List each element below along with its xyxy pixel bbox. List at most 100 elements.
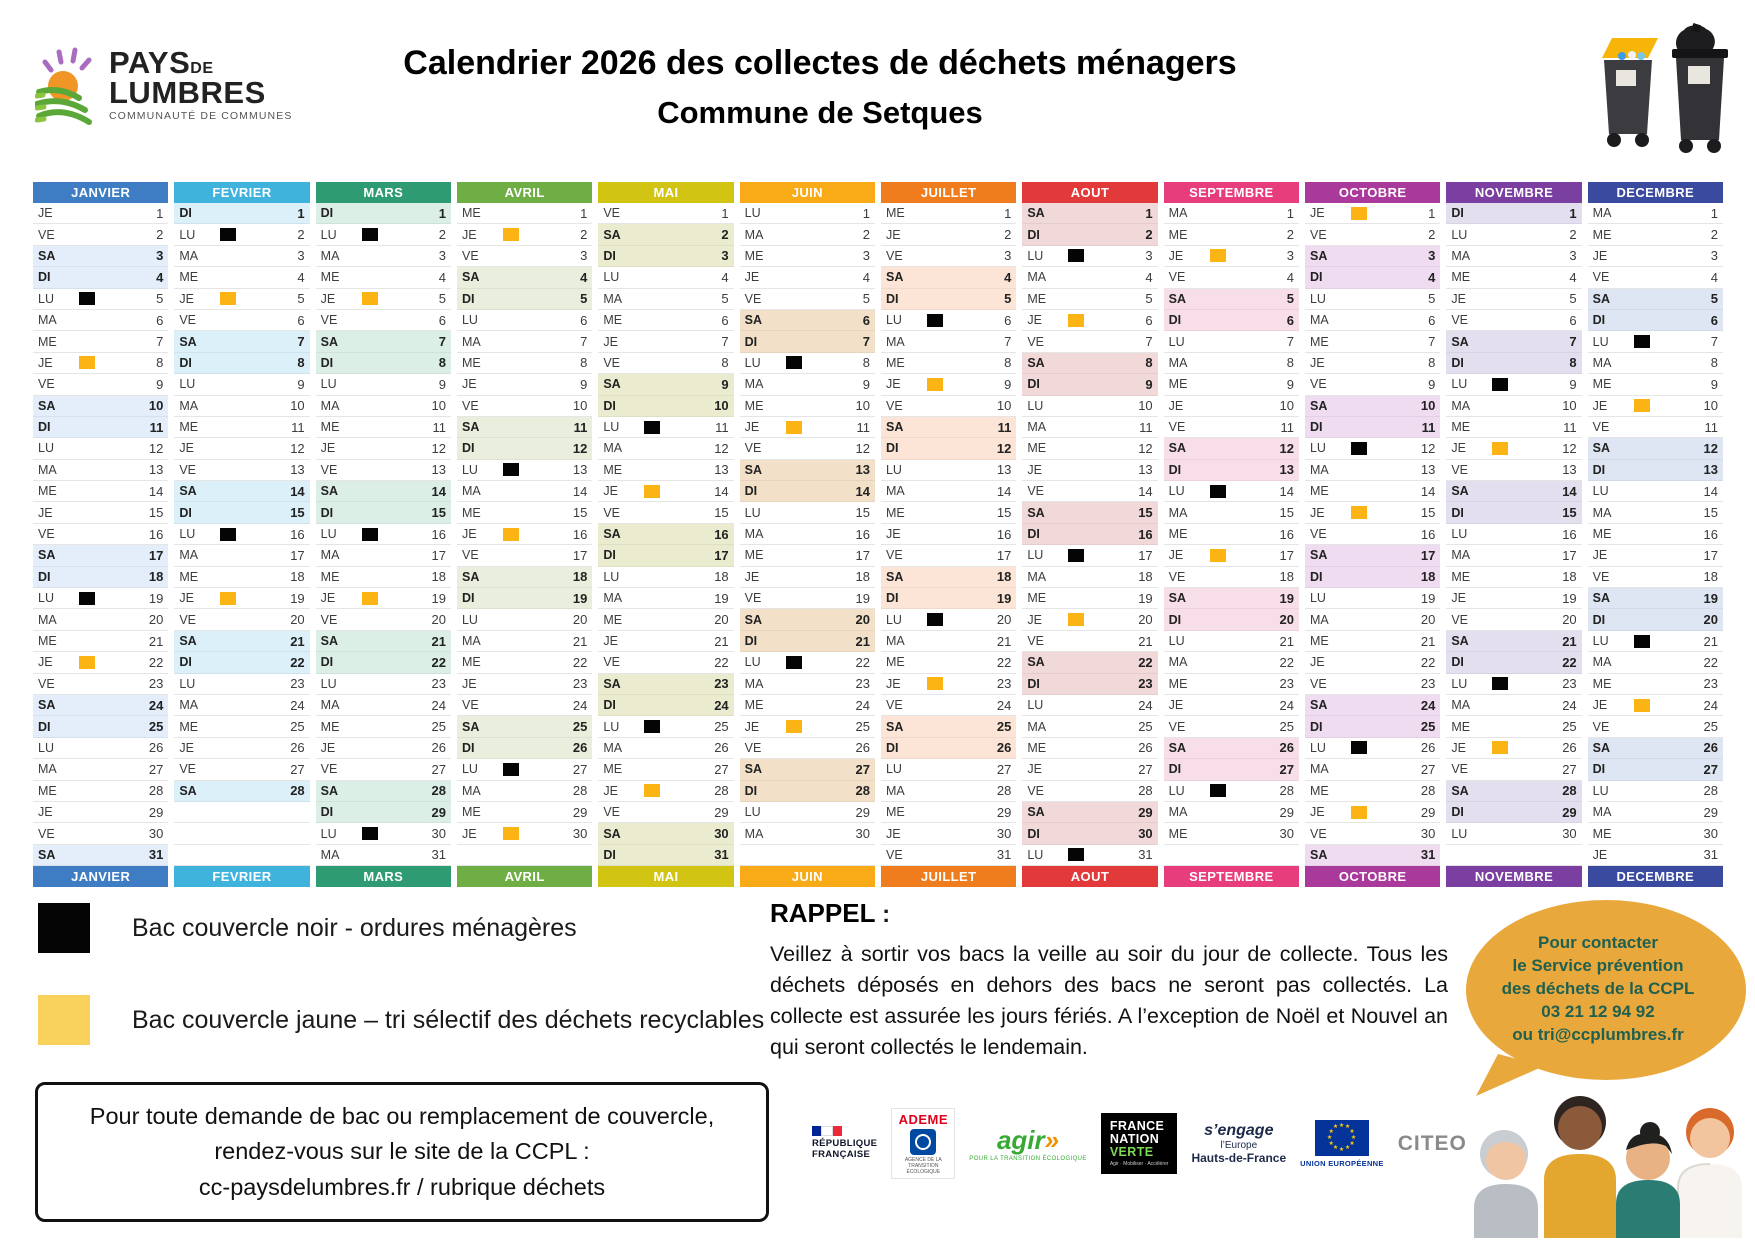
- day-number: 12: [855, 440, 870, 456]
- no-marker: [362, 378, 378, 391]
- day-cell: MA 25: [1022, 716, 1158, 738]
- info-line3-website: cc-paysdelumbres.fr / rubrique déchets: [198, 1173, 606, 1200]
- no-marker: [1068, 271, 1084, 284]
- day-cell: LU 21: [1587, 631, 1723, 653]
- yellow-bin-collection-marker: [785, 420, 802, 434]
- no-marker: [503, 506, 519, 519]
- no-marker: [1492, 292, 1508, 305]
- no-marker: [1351, 592, 1367, 605]
- day-abbrev: JE: [885, 826, 901, 841]
- day-abbrev: ME: [1168, 826, 1188, 841]
- day-cell: LU 23: [315, 674, 451, 695]
- black-bin-collection-marker: [644, 720, 661, 734]
- fnv-text3: VERTE: [1109, 1144, 1154, 1159]
- no-marker: [1210, 592, 1226, 605]
- no-marker: [503, 485, 519, 498]
- day-number: 30: [1279, 826, 1294, 842]
- day-number: 5: [1710, 291, 1718, 307]
- no-marker: [1068, 207, 1084, 220]
- day-cell: ME 7: [1304, 331, 1441, 353]
- day-cell: VE 16: [1304, 524, 1441, 546]
- day-abbrev: DI: [461, 441, 475, 456]
- month-column-mars: MARS DI 1 LU 2 MA 3 ME 4 JE 5 VE 6 SA 7 DI 8 LU 9 MA 10 ME 11 J…: [315, 182, 451, 888]
- day-number: 15: [431, 505, 446, 521]
- no-marker: [927, 763, 943, 776]
- day-abbrev: ME: [1027, 740, 1047, 755]
- no-marker: [1351, 570, 1367, 583]
- day-abbrev: LU: [603, 569, 620, 584]
- day-cell: MA 29: [1163, 802, 1299, 824]
- no-marker: [1068, 720, 1084, 733]
- day-abbrev: SA: [1592, 291, 1611, 306]
- day-cell: DI 1: [174, 203, 310, 225]
- day-cell: DI 1: [1446, 203, 1582, 225]
- day-cell: MA 2: [739, 224, 875, 246]
- day-cell: VE 17: [880, 545, 1017, 567]
- day-abbrev: DI: [320, 655, 334, 670]
- day-cell: SA 21: [1446, 630, 1582, 653]
- day-abbrev: DI: [603, 248, 616, 263]
- day-abbrev: JE: [603, 484, 618, 499]
- day-abbrev: LU: [320, 826, 337, 841]
- yellow-bin-collection-marker: [1350, 206, 1367, 220]
- day-abbrev: JE: [320, 291, 336, 306]
- no-marker: [1210, 613, 1226, 626]
- day-number: 17: [431, 547, 446, 563]
- day-cell: LU 28: [1163, 781, 1299, 802]
- day-cell: MA 21: [880, 631, 1017, 653]
- day-cell: VE 9: [1304, 374, 1441, 396]
- black-bin-collection-marker: [1633, 634, 1650, 648]
- no-marker: [927, 356, 943, 369]
- no-marker: [927, 848, 943, 861]
- day-abbrev: ME: [744, 548, 764, 563]
- day-number: 24: [855, 697, 870, 713]
- day-abbrev: ME: [744, 398, 764, 413]
- day-abbrev: ME: [1168, 227, 1188, 242]
- day-cell: DI 8: [174, 352, 310, 375]
- day-cell: MA 31: [315, 845, 451, 867]
- month-column-octobre: OCTOBRE JE 1 VE 2 SA 3 DI 4 LU 5 MA 6 ME 7 JE 8 VE 9 SA 10 DI…: [1304, 182, 1441, 888]
- month-header-label: MARS: [315, 182, 451, 203]
- day-number: 25: [1703, 719, 1718, 735]
- day-abbrev: VE: [179, 313, 197, 328]
- page-title: Calendrier 2026 des collectes de déchets…: [310, 44, 1330, 131]
- day-number: 21: [996, 633, 1012, 649]
- no-marker: [220, 207, 236, 220]
- day-cell: LU 5: [33, 289, 169, 310]
- no-marker: [1634, 463, 1650, 476]
- day-cell: LU 4: [598, 267, 734, 289]
- day-abbrev: JE: [461, 227, 477, 242]
- day-abbrev: MA: [1309, 313, 1329, 328]
- day-number: 14: [431, 483, 446, 499]
- yellow-bin-swatch: [38, 995, 90, 1045]
- day-cell: LU 9: [174, 374, 310, 396]
- day-cell: DI 29: [1446, 801, 1582, 824]
- day-number: 10: [1279, 398, 1294, 414]
- france-nation-verte-logo: FRANCE NATION VERTE Agir · Mobiliser · A…: [1100, 1112, 1178, 1175]
- day-cell: SA 26: [1163, 737, 1299, 760]
- no-marker: [1634, 271, 1650, 284]
- day-abbrev: VE: [38, 377, 55, 392]
- day-abbrev: MA: [1451, 548, 1471, 563]
- day-cell: ME 11: [315, 417, 451, 439]
- day-cell: VE 27: [1446, 759, 1582, 781]
- day-abbrev: ME: [603, 762, 623, 777]
- day-cell: LU 15: [739, 502, 875, 524]
- month-footer-label: JANVIER: [33, 866, 169, 888]
- day-number: 30: [855, 826, 870, 842]
- no-marker: [786, 399, 802, 412]
- day-cell: SA 6: [739, 309, 875, 332]
- day-cell: SA 15: [1022, 502, 1158, 524]
- day-cell: SA 25: [880, 716, 1017, 738]
- day-number: 25: [1562, 719, 1577, 735]
- citeo-logo: CITEO: [1397, 1131, 1467, 1155]
- day-cell: VE 22: [598, 652, 734, 674]
- logo-subtitle: COMMUNAUTÉ DE COMMUNES: [109, 109, 293, 122]
- day-number: 24: [148, 697, 164, 713]
- no-marker: [79, 848, 95, 861]
- no-marker: [644, 271, 660, 284]
- day-cell: VE 20: [1446, 609, 1582, 631]
- day-number: 4: [1286, 269, 1294, 285]
- day-abbrev: ME: [1168, 527, 1188, 542]
- day-number: 20: [1279, 612, 1294, 628]
